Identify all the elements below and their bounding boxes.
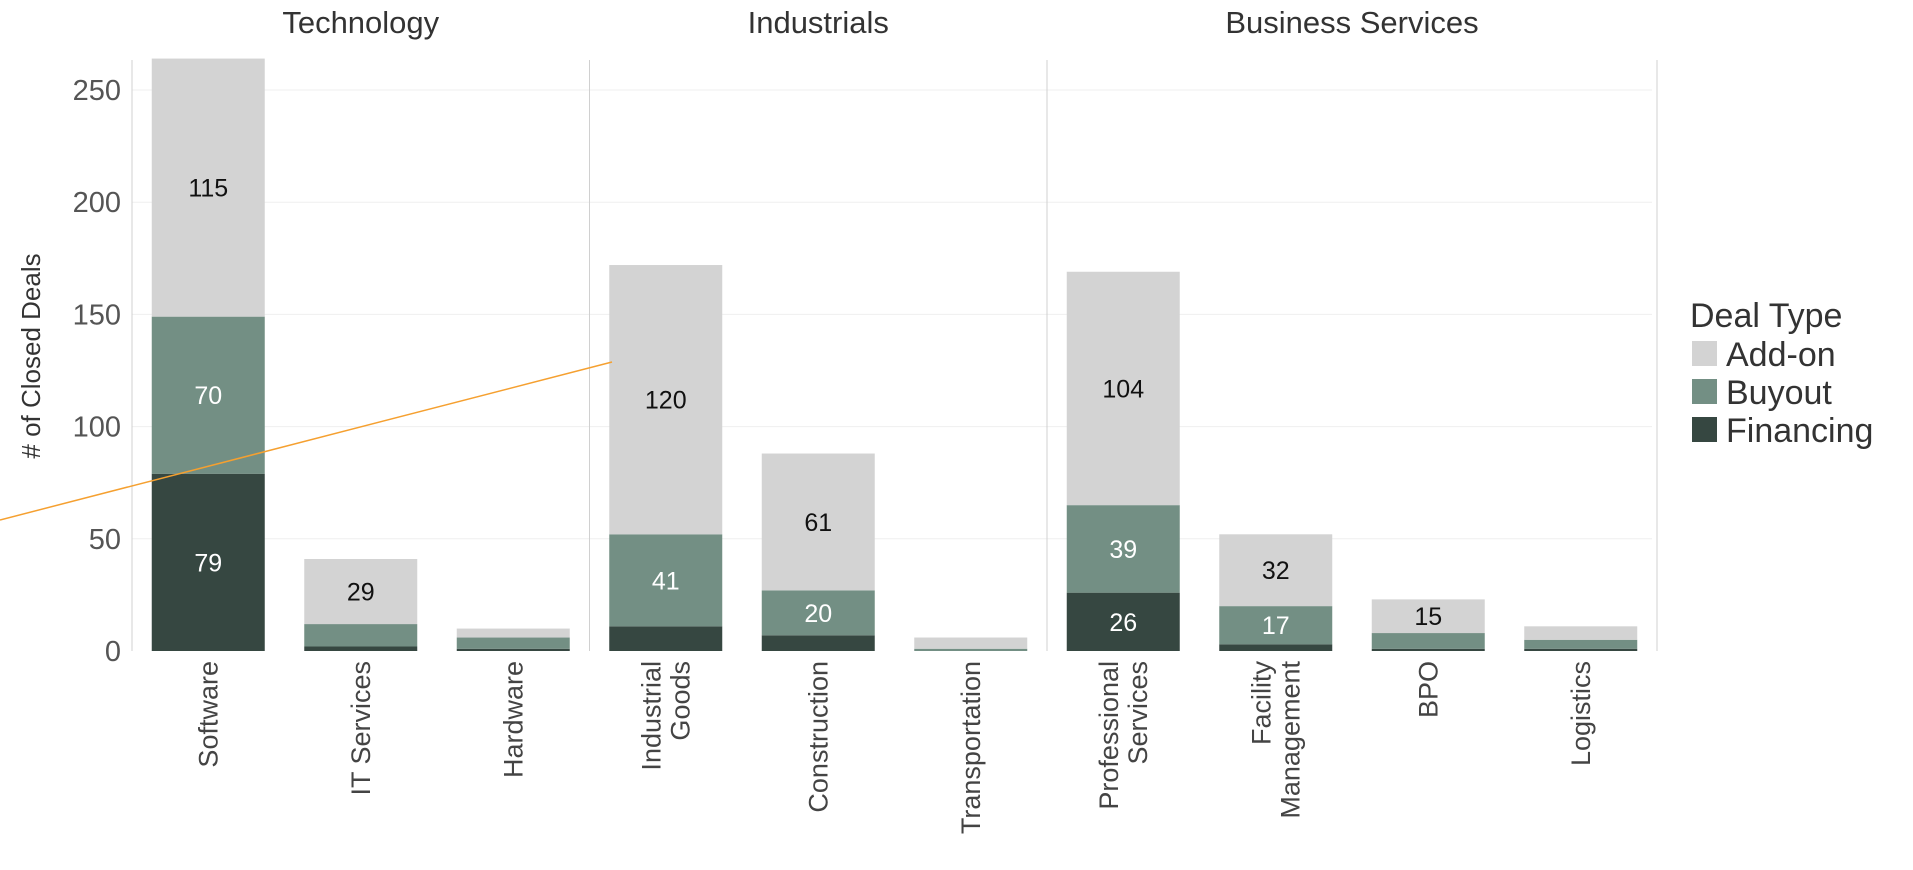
bar-segment-buyout	[1066, 505, 1180, 593]
bar-segment-buyout	[609, 534, 723, 627]
bar-segment-financing	[151, 473, 265, 651]
data-label: 61	[804, 509, 832, 537]
bar-segment-buyout	[151, 316, 265, 474]
category-label: Facility	[1246, 661, 1276, 746]
bar-segment-buyout	[1219, 606, 1333, 645]
y-tick-label: 0	[105, 636, 121, 668]
bar-segment-add-on	[151, 58, 265, 317]
category-label: Hardware	[498, 661, 528, 778]
bar-segment-financing	[456, 648, 570, 651]
bar-segment-add-on	[914, 637, 1028, 649]
bar-segment-add-on	[761, 453, 875, 591]
data-label: 20	[804, 600, 832, 628]
data-label: 115	[188, 175, 228, 203]
y-tick-label: 100	[73, 412, 121, 444]
bar-segment-buyout	[456, 637, 570, 649]
y-tick-label: 250	[73, 75, 121, 107]
legend-swatch-add-on	[1692, 341, 1717, 366]
bar-segment-buyout	[1371, 633, 1485, 649]
bar-segment-financing	[304, 646, 418, 651]
bar-segment-financing	[1219, 644, 1333, 651]
legend-title: Deal Type	[1690, 297, 1842, 335]
bar-segment-add-on	[1066, 271, 1180, 506]
category-label: Goods	[665, 661, 695, 741]
bar-segment-buyout	[304, 624, 418, 647]
group-header: Technology	[282, 5, 439, 40]
group-header: Business Services	[1225, 5, 1478, 40]
legend-swatch-financing	[1692, 417, 1717, 442]
bar-segment-buyout	[761, 590, 875, 636]
data-label: 70	[194, 382, 222, 410]
y-tick-label: 150	[73, 299, 121, 331]
legend-swatch-buyout	[1692, 379, 1717, 404]
legend-label: Buyout	[1726, 374, 1832, 412]
bar-segment-add-on	[609, 265, 723, 535]
data-label: 15	[1414, 603, 1442, 631]
data-label: 120	[645, 387, 687, 415]
y-axis-title: # of Closed Deals	[16, 253, 46, 458]
bar-segment-add-on	[456, 628, 570, 638]
category-label: Logistics	[1566, 661, 1596, 766]
category-label: Industrial	[636, 661, 666, 771]
category-label: Transportation	[956, 661, 986, 834]
group-header: Industrials	[748, 5, 889, 40]
data-label: 104	[1102, 375, 1144, 403]
category-label: Software	[193, 661, 223, 768]
bar-segment-add-on	[1524, 626, 1638, 640]
category-label: Management	[1275, 661, 1305, 819]
bar-segment-buyout	[914, 648, 1028, 651]
bar-segment-add-on	[1371, 599, 1485, 634]
data-label: 39	[1109, 536, 1137, 564]
bar-segment-financing	[1066, 592, 1180, 651]
bar-segment-financing	[761, 635, 875, 651]
data-label: 41	[652, 567, 680, 595]
category-label: IT Services	[346, 661, 376, 796]
legend-label: Financing	[1726, 412, 1873, 450]
annotation-line	[0, 361, 613, 521]
data-label: 26	[1109, 609, 1137, 637]
bar-segment-add-on	[1219, 534, 1333, 607]
y-tick-label: 50	[89, 524, 121, 556]
bar-segment-buyout	[1524, 639, 1638, 649]
category-label: Construction	[803, 661, 833, 813]
data-label: 79	[194, 549, 222, 577]
bar-segment-add-on	[304, 558, 418, 625]
data-label: 17	[1262, 612, 1290, 640]
category-label: Services	[1123, 661, 1153, 765]
category-label: Professional	[1094, 661, 1124, 810]
legend-label: Add-on	[1726, 336, 1836, 374]
category-label: BPO	[1413, 661, 1443, 718]
bar-segment-financing	[1371, 648, 1485, 651]
bar-segment-financing	[1524, 648, 1638, 651]
y-tick-label: 200	[73, 187, 121, 219]
data-label: 32	[1262, 557, 1290, 585]
data-label: 29	[347, 579, 375, 607]
bar-segment-financing	[609, 626, 723, 651]
